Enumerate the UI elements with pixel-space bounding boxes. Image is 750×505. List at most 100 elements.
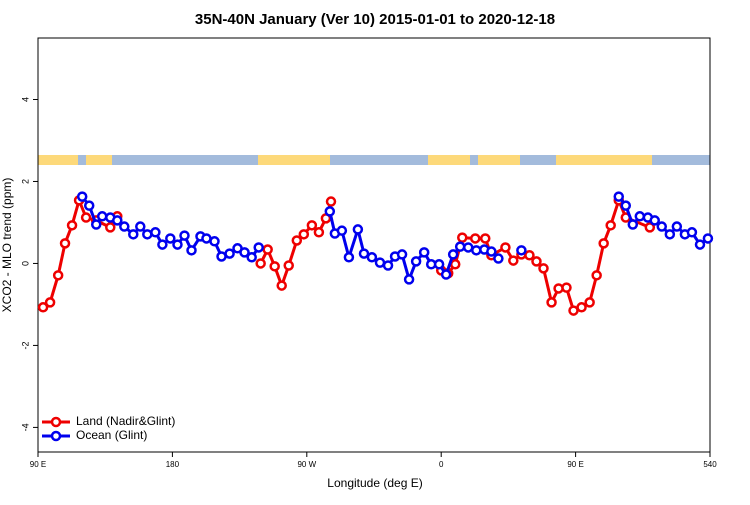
point: [255, 258, 266, 269]
point: [150, 227, 161, 238]
chart-title: 35N-40N January (Ver 10) 2015-01-01 to 2…: [195, 11, 555, 28]
point: [403, 274, 415, 285]
y-tick-label: -2: [20, 341, 30, 349]
point: [66, 220, 78, 231]
point: [440, 269, 452, 280]
point: [209, 236, 220, 247]
ocean-strip: [38, 155, 710, 165]
x-tick-label: 90 W: [297, 460, 316, 469]
point: [591, 270, 602, 281]
point: [128, 229, 139, 240]
y-tick-label: 2: [20, 179, 30, 184]
point: [179, 230, 190, 241]
land-strip: [258, 155, 330, 165]
point: [44, 297, 56, 308]
point: [165, 233, 176, 244]
point: [358, 248, 370, 259]
land-strip: [428, 155, 470, 165]
point: [457, 232, 468, 243]
point: [410, 256, 422, 267]
y-axis-label: XCO2 - MLO trend (ppm): [0, 178, 14, 313]
point: [686, 227, 698, 238]
point: [52, 270, 64, 281]
land-strip: [38, 155, 78, 165]
point: [524, 249, 535, 261]
point: [546, 297, 557, 308]
point: [224, 248, 235, 259]
point: [253, 242, 264, 253]
point: [568, 305, 579, 316]
land-strip: [86, 155, 112, 165]
y-tick-label: 4: [20, 97, 30, 102]
point: [96, 211, 108, 222]
point: [142, 229, 153, 240]
point: [239, 247, 250, 258]
point: [186, 245, 197, 256]
point: [336, 225, 348, 236]
point: [366, 252, 378, 263]
land-strip: [478, 155, 520, 165]
point: [702, 233, 714, 244]
series-line: [81, 195, 709, 285]
y-tick-label: -4: [20, 423, 30, 431]
point: [649, 215, 660, 226]
point: [605, 220, 616, 231]
x-tick-label: 0: [439, 460, 444, 469]
point: [656, 221, 668, 232]
point: [627, 219, 639, 230]
point: [269, 261, 280, 272]
point: [105, 222, 116, 233]
point: [201, 233, 212, 244]
legend-label: Land (Nadir&Glint): [76, 414, 175, 428]
x-tick-label: 90 E: [30, 460, 46, 469]
point: [112, 215, 123, 226]
plot-frame: [37, 37, 711, 453]
point: [486, 246, 497, 257]
point: [306, 220, 318, 231]
x-tick-label: 90 E: [567, 460, 583, 469]
point: [76, 191, 88, 202]
point: [694, 239, 706, 250]
point: [538, 263, 549, 274]
y-tick-label: 0: [20, 261, 30, 266]
point: [157, 239, 168, 250]
point: [59, 238, 71, 249]
point: [418, 247, 430, 258]
point: [324, 206, 336, 217]
point: [561, 282, 572, 293]
point: [382, 260, 394, 271]
point: [671, 221, 683, 232]
point: [246, 252, 257, 263]
point: [493, 253, 504, 264]
x-axis-label: Longitude (deg E): [327, 476, 422, 490]
point: [480, 233, 491, 244]
x-tick-label: 180: [166, 460, 180, 469]
point: [216, 251, 227, 262]
land-strip: [556, 155, 652, 165]
point: [90, 219, 102, 230]
point: [469, 233, 481, 244]
point: [262, 244, 273, 255]
legend-label: Ocean (Glint): [76, 428, 147, 442]
point: [37, 302, 49, 313]
point: [516, 245, 527, 256]
point: [613, 191, 625, 202]
point: [433, 259, 445, 270]
point: [644, 222, 656, 233]
point: [276, 280, 287, 291]
point: [291, 235, 303, 246]
point: [80, 212, 92, 223]
point: [172, 239, 183, 250]
point: [119, 221, 130, 232]
point: [449, 259, 461, 270]
point: [454, 241, 466, 252]
point: [508, 255, 519, 266]
x-tick-label: 540: [703, 460, 717, 469]
point: [471, 245, 482, 256]
point: [447, 249, 459, 260]
point: [83, 200, 95, 211]
point: [352, 224, 364, 235]
point: [343, 252, 355, 263]
legend-marker: [50, 430, 62, 442]
point: [500, 242, 511, 253]
